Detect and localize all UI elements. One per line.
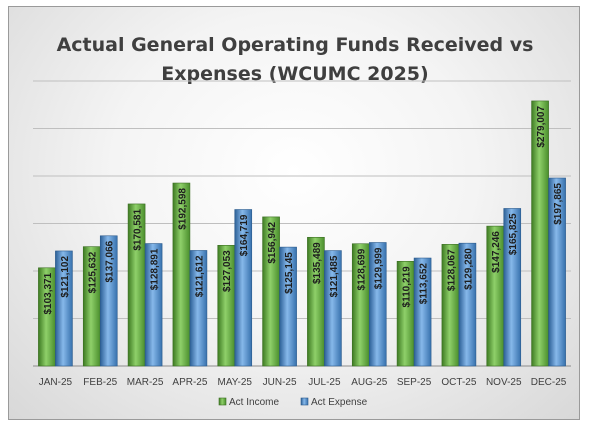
income-label-sep-25: $110,219 <box>402 266 413 308</box>
legend-swatch-income <box>218 397 227 406</box>
expense-bar-may-25 <box>234 209 253 367</box>
expense-label-oct-25: $129,280 <box>463 248 474 290</box>
expense-bar-aug-25 <box>368 242 387 367</box>
income-label-jan-25: $103,371 <box>43 272 54 314</box>
x-tick-label: AUG-25 <box>351 377 388 388</box>
bars <box>38 100 566 367</box>
expense-label-jan-25: $121,102 <box>60 256 71 298</box>
expense-bar-sep-25 <box>413 257 432 367</box>
chart-title-line-1: Actual General Operating Funds Received … <box>56 34 534 56</box>
income-label-apr-25: $192,598 <box>177 188 188 230</box>
income-label-jun-25: $156,942 <box>267 221 278 263</box>
data-labels: $103,371 $121,102 $125,632 $137,066 $170,581… <box>43 106 564 315</box>
expense-bar-apr-25 <box>189 250 208 367</box>
expense-label-apr-25: $121,612 <box>194 255 205 297</box>
expense-label-dec-25: $197,865 <box>553 183 564 225</box>
expense-label-jun-25: $125,145 <box>284 252 295 294</box>
income-label-jul-25: $135,489 <box>312 242 323 284</box>
x-tick-label: MAR-25 <box>127 377 164 388</box>
expense-bar-jan-25 <box>55 250 73 367</box>
expense-label-sep-25: $113,652 <box>419 263 430 305</box>
legend-label-expense: Act Expense <box>311 397 368 408</box>
expense-label-mar-25: $128,891 <box>150 248 161 290</box>
expense-bar-nov-25 <box>503 208 522 367</box>
expense-label-nov-25: $165,825 <box>508 213 519 255</box>
income-label-oct-25: $128,067 <box>446 249 457 291</box>
income-label-feb-25: $125,632 <box>88 251 99 293</box>
bar-chart-svg: $103,371 $121,102 $125,632 $137,066 $170,581… <box>33 80 571 408</box>
x-tick-label: SEP-25 <box>397 377 432 388</box>
expense-label-feb-25: $137,066 <box>105 240 116 282</box>
expense-bar-feb-25 <box>99 235 118 367</box>
x-tick-label: JUL-25 <box>308 377 341 388</box>
chart-title: Actual General Operating Funds Received … <box>9 31 581 89</box>
gridlines <box>33 80 571 367</box>
legend-swatch-expense <box>300 397 309 406</box>
expense-label-may-25: $164,719 <box>239 214 250 256</box>
x-tick-label: MAY-25 <box>218 377 253 388</box>
income-label-aug-25: $128,699 <box>357 248 368 290</box>
x-axis: JAN-25 FEB-25 MAR-25 APR-25 MAY-25 JUN-25 JUL-… <box>39 377 567 388</box>
legend-label-income: Act Income <box>229 397 279 408</box>
income-label-dec-25: $279,007 <box>536 106 547 148</box>
x-tick-label: JAN-25 <box>39 377 73 388</box>
expense-label-jul-25: $121,485 <box>329 255 340 297</box>
expense-bar-mar-25 <box>144 243 163 367</box>
x-tick-label: NOV-25 <box>486 377 522 388</box>
expense-bar-dec-25 <box>548 177 566 367</box>
income-label-may-25: $127,053 <box>222 250 233 292</box>
x-tick-label: DEC-25 <box>531 377 567 388</box>
chart-title-line-2: Expenses (WCUMC 2025) <box>161 63 429 85</box>
x-tick-label: APR-25 <box>172 377 207 388</box>
income-label-nov-25: $147,246 <box>491 231 502 273</box>
x-tick-label: FEB-25 <box>83 377 117 388</box>
expense-label-aug-25: $129,999 <box>374 247 385 289</box>
expense-bar-jul-25 <box>324 250 342 367</box>
expense-bar-oct-25 <box>458 242 477 367</box>
x-tick-label: JUN-25 <box>263 377 297 388</box>
income-label-mar-25: $170,581 <box>133 209 144 251</box>
legend: Act Income Act Expense <box>218 397 368 408</box>
expense-bar-jun-25 <box>279 246 297 367</box>
chart-frame: Actual General Operating Funds Received … <box>8 6 580 420</box>
x-tick-label: OCT-25 <box>441 377 476 388</box>
